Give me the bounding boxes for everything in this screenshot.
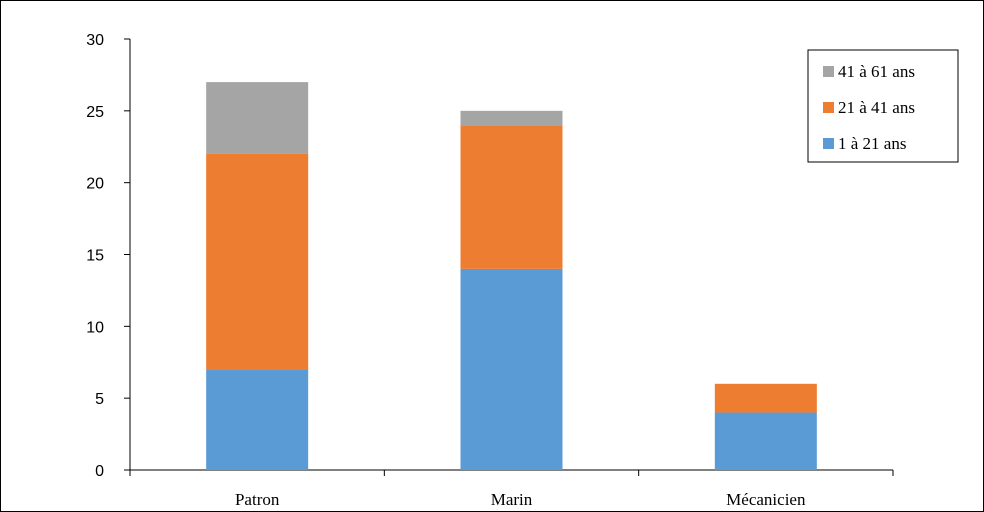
x-axis: Patron Marin Mécanicien: [129, 469, 894, 509]
y-tick-label: 5: [95, 391, 104, 408]
bar-marin-1-a-21-ans: [460, 268, 563, 470]
bar-mecanicien-1-a-21-ans: [714, 412, 817, 470]
y-tick-label: 10: [86, 319, 104, 336]
y-tick-label: 25: [86, 104, 104, 121]
x-category-label-mecanicien: Mécanicien: [726, 490, 806, 509]
bar-marin-41-a-61-ans: [460, 110, 563, 126]
bar-patron-21-a-41-ans: [206, 153, 309, 370]
legend-swatch-41-a-61-ans: [823, 66, 834, 77]
y-tick-label: 30: [86, 32, 104, 49]
legend: 41 à 61 ans 21 à 41 ans 1 à 21 ans: [807, 49, 959, 163]
bar-mecanicien-21-a-41-ans: [714, 383, 817, 413]
bar-patron-41-a-61-ans: [206, 82, 309, 154]
y-axis: 0 5 10 15 20 25 30: [86, 32, 131, 480]
legend-swatch-1-a-21-ans: [823, 138, 834, 149]
legend-label-41-a-61-ans: 41 à 61 ans: [838, 62, 915, 81]
y-tick-label: 15: [86, 248, 104, 265]
legend-label-1-a-21-ans: 1 à 21 ans: [838, 134, 906, 153]
x-category-label-patron: Patron: [235, 490, 280, 509]
bar-patron-1-a-21-ans: [206, 369, 309, 470]
y-tick-label: 20: [86, 176, 104, 193]
x-category-label-marin: Marin: [491, 490, 533, 509]
bars: [206, 82, 817, 470]
bar-marin-21-a-41-ans: [460, 125, 563, 269]
legend-label-21-a-41-ans: 21 à 41 ans: [838, 98, 915, 117]
legend-swatch-21-a-41-ans: [823, 102, 834, 113]
y-tick-label: 0: [95, 463, 104, 480]
